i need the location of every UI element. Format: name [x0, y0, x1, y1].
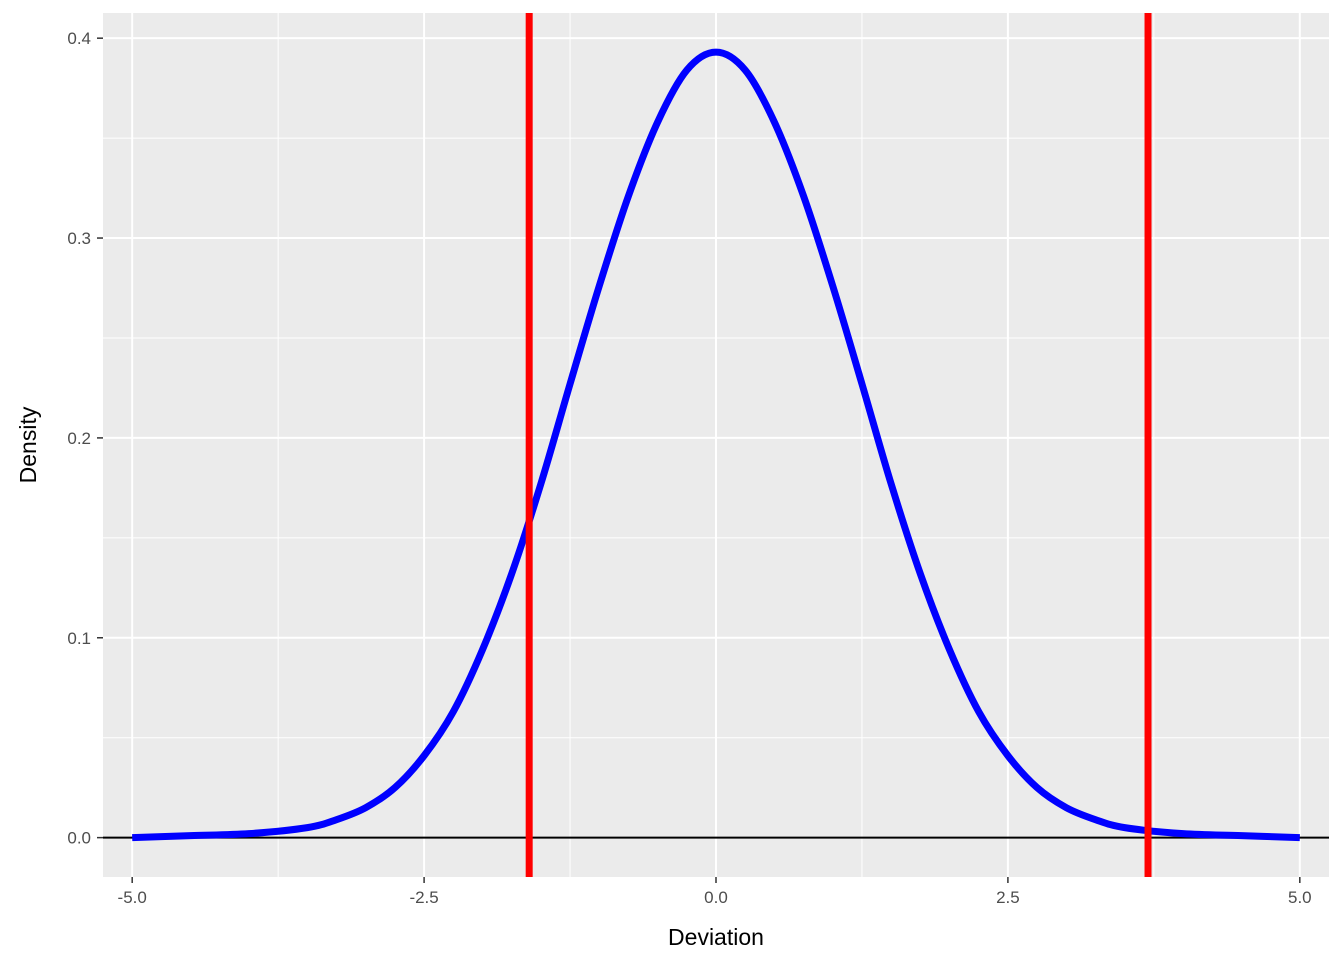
y-tick-label: 0.1	[67, 629, 91, 648]
y-tick-label: 0.4	[67, 29, 91, 48]
x-axis-ticks: -5.0 -2.5 0.0 2.5 5.0	[118, 877, 1312, 907]
y-tick-label: 0.3	[67, 229, 91, 248]
y-axis-title: Density	[15, 406, 41, 483]
x-tick-label: 2.5	[996, 888, 1020, 907]
y-tick-label: 0.0	[67, 829, 91, 848]
density-series	[132, 48, 1300, 842]
density-curve	[132, 48, 1300, 842]
y-tick-label: 0.2	[67, 429, 91, 448]
x-tick-label: 5.0	[1288, 888, 1312, 907]
vertical-reference-lines	[525, 13, 1152, 877]
x-tick-label: 0.0	[704, 888, 728, 907]
x-axis-title: Deviation	[668, 924, 764, 950]
x-tick-label: -5.0	[118, 888, 147, 907]
x-tick-label: -2.5	[409, 888, 438, 907]
y-axis-ticks: 0.0 0.1 0.2 0.3 0.4	[67, 29, 103, 848]
